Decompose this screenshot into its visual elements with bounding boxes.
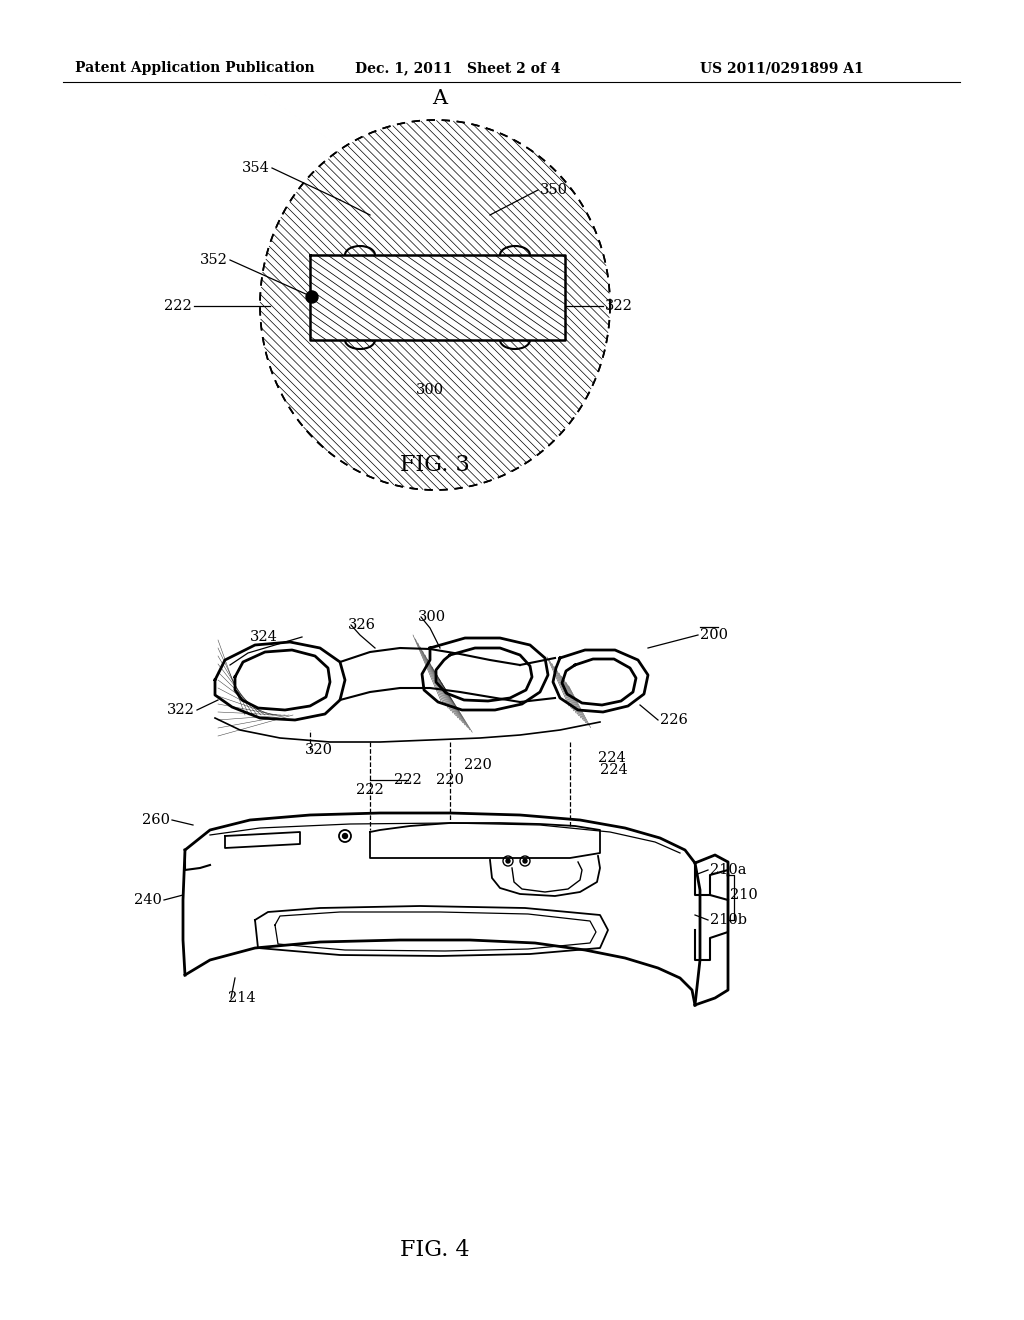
Text: 220: 220 [464,758,492,772]
Text: 240: 240 [134,894,162,907]
Text: 320: 320 [305,743,333,756]
Text: 222: 222 [394,774,422,787]
Text: 222: 222 [164,300,193,313]
Text: 322: 322 [167,704,195,717]
Text: 200: 200 [700,628,728,642]
Text: Patent Application Publication: Patent Application Publication [75,61,314,75]
Text: Dec. 1, 2011   Sheet 2 of 4: Dec. 1, 2011 Sheet 2 of 4 [355,61,560,75]
Text: 350: 350 [540,183,568,197]
Text: 326: 326 [348,618,376,632]
Text: 224: 224 [598,751,626,766]
Text: 210b: 210b [710,913,746,927]
Text: 224: 224 [600,763,628,777]
Circle shape [342,833,347,838]
Circle shape [506,859,510,863]
Text: 210a: 210a [710,863,746,876]
Text: 354: 354 [242,161,270,176]
Text: US 2011/0291899 A1: US 2011/0291899 A1 [700,61,864,75]
Text: 214: 214 [228,991,256,1005]
Circle shape [306,290,318,304]
Text: FIG. 3: FIG. 3 [400,454,470,477]
Text: 260: 260 [142,813,170,828]
Text: 226: 226 [660,713,688,727]
Text: 300: 300 [416,383,444,397]
Text: 210: 210 [730,888,758,902]
Text: 322: 322 [605,300,633,313]
Text: 222: 222 [356,783,384,797]
Text: 300: 300 [418,610,446,624]
Text: FIG. 4: FIG. 4 [400,1239,470,1261]
Circle shape [523,859,527,863]
Text: A: A [432,88,447,107]
Text: 324: 324 [250,630,278,644]
Bar [310,255,565,341]
Text: 352: 352 [200,253,228,267]
Text: 220: 220 [436,774,464,787]
